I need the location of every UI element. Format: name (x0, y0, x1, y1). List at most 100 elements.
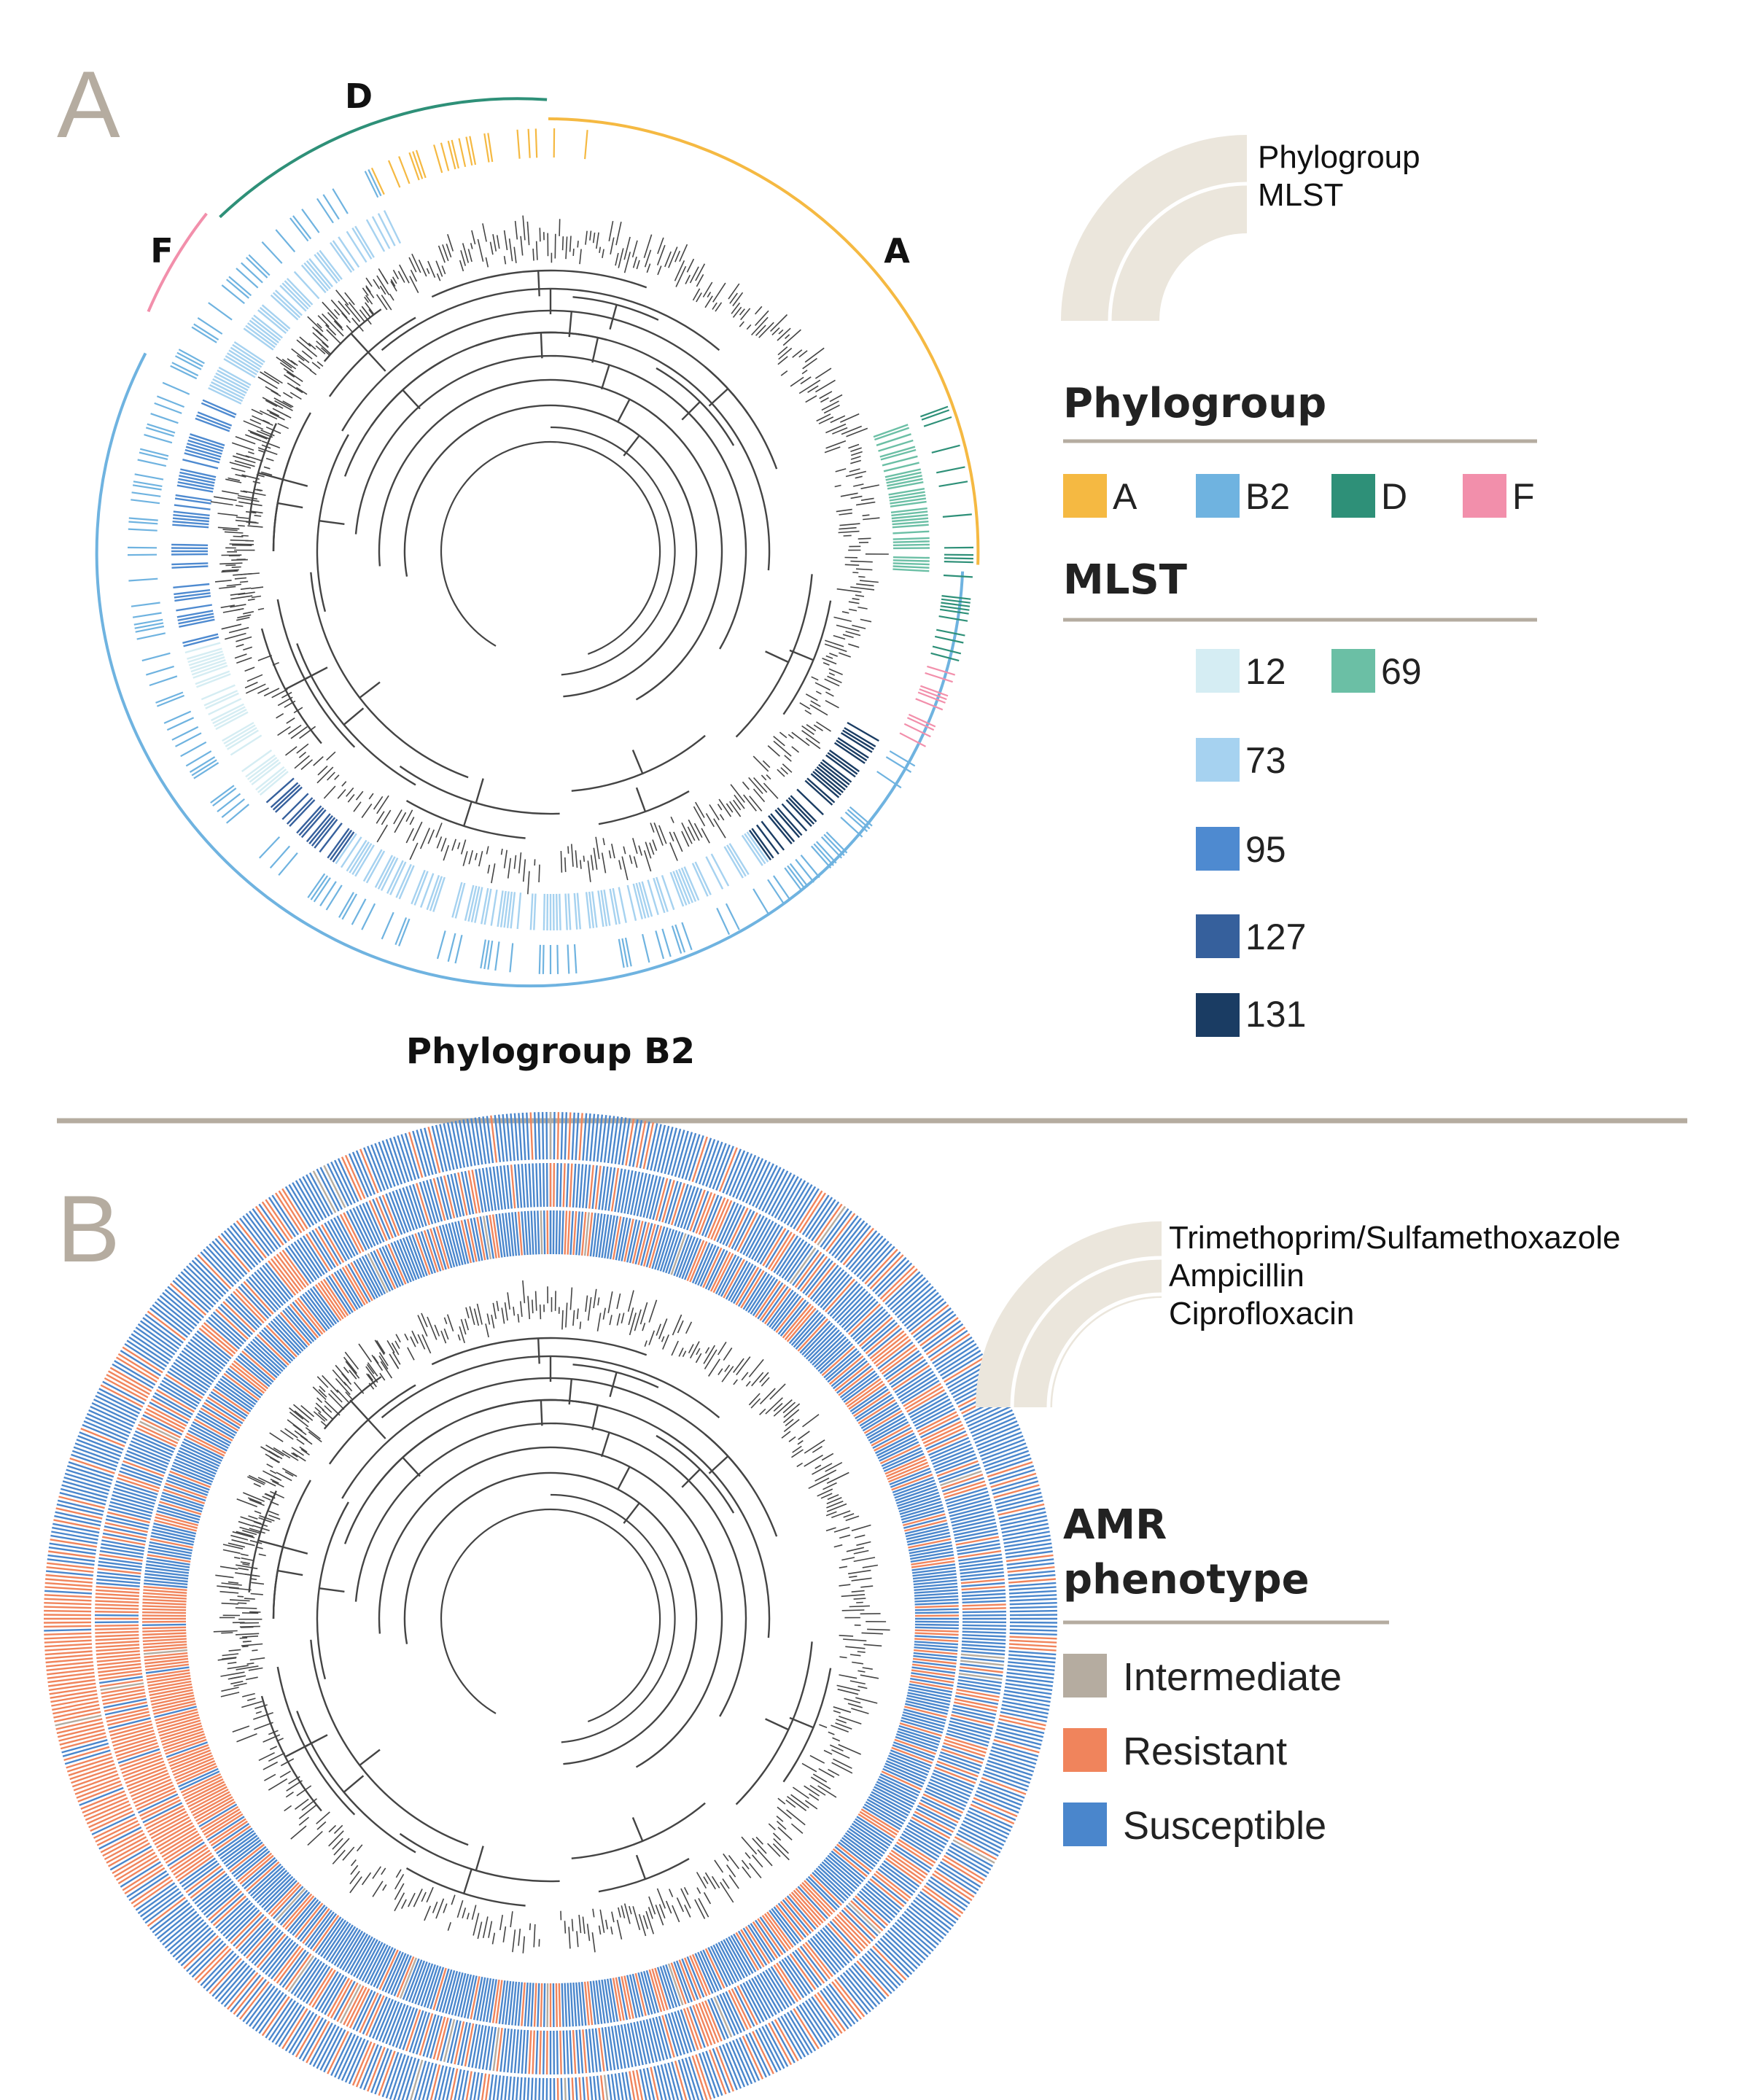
ring-segment (844, 1377, 882, 1406)
ring-segment (147, 1675, 191, 1684)
ring-segment (188, 1940, 224, 1975)
ring-segment (959, 1560, 1003, 1568)
tree-branch (462, 851, 468, 866)
tree-branch (804, 1800, 818, 1810)
tree-branch (465, 1307, 470, 1319)
ring-segment (177, 1929, 214, 1964)
ring-segment (133, 1784, 174, 1804)
ring-segment (661, 2015, 675, 2058)
ring-segment (183, 1935, 219, 1969)
ring-segment (645, 1175, 658, 1218)
ring-segment (664, 1127, 677, 1175)
ring-segment (922, 1423, 964, 1444)
ring-segment (74, 1442, 120, 1461)
ring-segment (868, 1418, 908, 1442)
tree-branch (257, 376, 279, 389)
tree-branch (470, 243, 473, 249)
ring-segment (295, 1180, 321, 1222)
ring-segment (795, 1887, 826, 1922)
tree-branch (503, 849, 508, 868)
ring-segment (196, 1878, 232, 1908)
ring-segment (180, 1444, 222, 1465)
ring-segment (411, 869, 426, 905)
ring-segment (575, 1164, 580, 1208)
ring-segment (460, 1171, 471, 1216)
tree-branch (632, 1906, 641, 1931)
ring-segment (840, 732, 873, 753)
ring-segment (891, 514, 928, 520)
ring-segment (716, 1201, 736, 1242)
ring-segment (112, 1490, 155, 1505)
ring-segment (353, 1937, 376, 1978)
ring-segment (898, 1727, 941, 1743)
ring-segment (766, 1289, 794, 1326)
tree-branch (534, 1291, 537, 1311)
tree-branch (680, 1888, 691, 1909)
tree-branch (232, 1725, 250, 1733)
ring-segment (735, 1154, 757, 1199)
tree-branch (768, 1823, 776, 1831)
ring-segment (235, 1288, 267, 1322)
tree-branch (409, 842, 419, 860)
ring-segment (179, 1353, 216, 1380)
tree-branch (841, 1609, 865, 1611)
ring-segment (758, 1167, 782, 1210)
ring-segment (947, 1726, 991, 1741)
ring-segment (607, 1215, 615, 1259)
ring-segment (1005, 1546, 1053, 1555)
ring-segment (365, 850, 386, 884)
tree-branch (284, 374, 290, 379)
legend-swatch (1063, 1802, 1107, 1846)
tree-branch (210, 501, 233, 506)
ring-segment (429, 1228, 445, 1271)
ring-segment (486, 1116, 494, 1164)
ring-segment (812, 771, 842, 796)
ring-segment (284, 1247, 312, 1284)
ring-segment (650, 1124, 662, 1171)
ring-segment (148, 1680, 192, 1690)
ring-segment (481, 887, 489, 925)
tree-branch (241, 534, 249, 537)
tree-branch (819, 1724, 828, 1729)
ring-segment (422, 2014, 437, 2057)
tree-branch (288, 1776, 300, 1784)
ring-segment (278, 852, 298, 876)
tree-branch (822, 661, 830, 666)
ring-segment (618, 1976, 629, 2021)
tree-branch (335, 1377, 351, 1396)
ring-segment (225, 804, 250, 824)
ring-segment (487, 133, 494, 163)
ring-segment (936, 1342, 977, 1371)
ring-segment (228, 349, 261, 370)
tree-branch (767, 745, 780, 757)
ring-segment (287, 1897, 317, 1932)
ring-segment (269, 845, 291, 869)
ring-segment (365, 1995, 385, 2037)
tree-branch (254, 1510, 262, 1514)
ring-segment (881, 1770, 922, 1791)
ring-segment (909, 1547, 953, 1558)
ring-segment (176, 604, 212, 612)
ring-key-b-separator-1 (1010, 1256, 1162, 1408)
ring-segment (44, 1590, 93, 1595)
ring-segment (144, 1313, 184, 1344)
ring-segment (801, 1881, 833, 1916)
ring-segment (881, 1862, 918, 1891)
tree-branch (598, 1925, 602, 1935)
ring-segment (624, 937, 632, 967)
ring-segment (827, 1280, 858, 1315)
clade-label-a: A (884, 231, 910, 271)
ring-segment (712, 1944, 734, 1985)
ring-segment (294, 1902, 324, 1938)
ring-segment (316, 2026, 340, 2069)
ring-segment (794, 1949, 822, 1986)
ring-segment (533, 1983, 537, 2027)
ring-segment (147, 1557, 190, 1566)
ring-segment (872, 1426, 912, 1450)
ring-segment (809, 1331, 842, 1364)
ring-segment (920, 405, 949, 418)
ring-segment (165, 1374, 203, 1399)
ring-segment (917, 691, 946, 704)
ring-segment (144, 1657, 189, 1665)
ring-segment (448, 1972, 461, 2015)
